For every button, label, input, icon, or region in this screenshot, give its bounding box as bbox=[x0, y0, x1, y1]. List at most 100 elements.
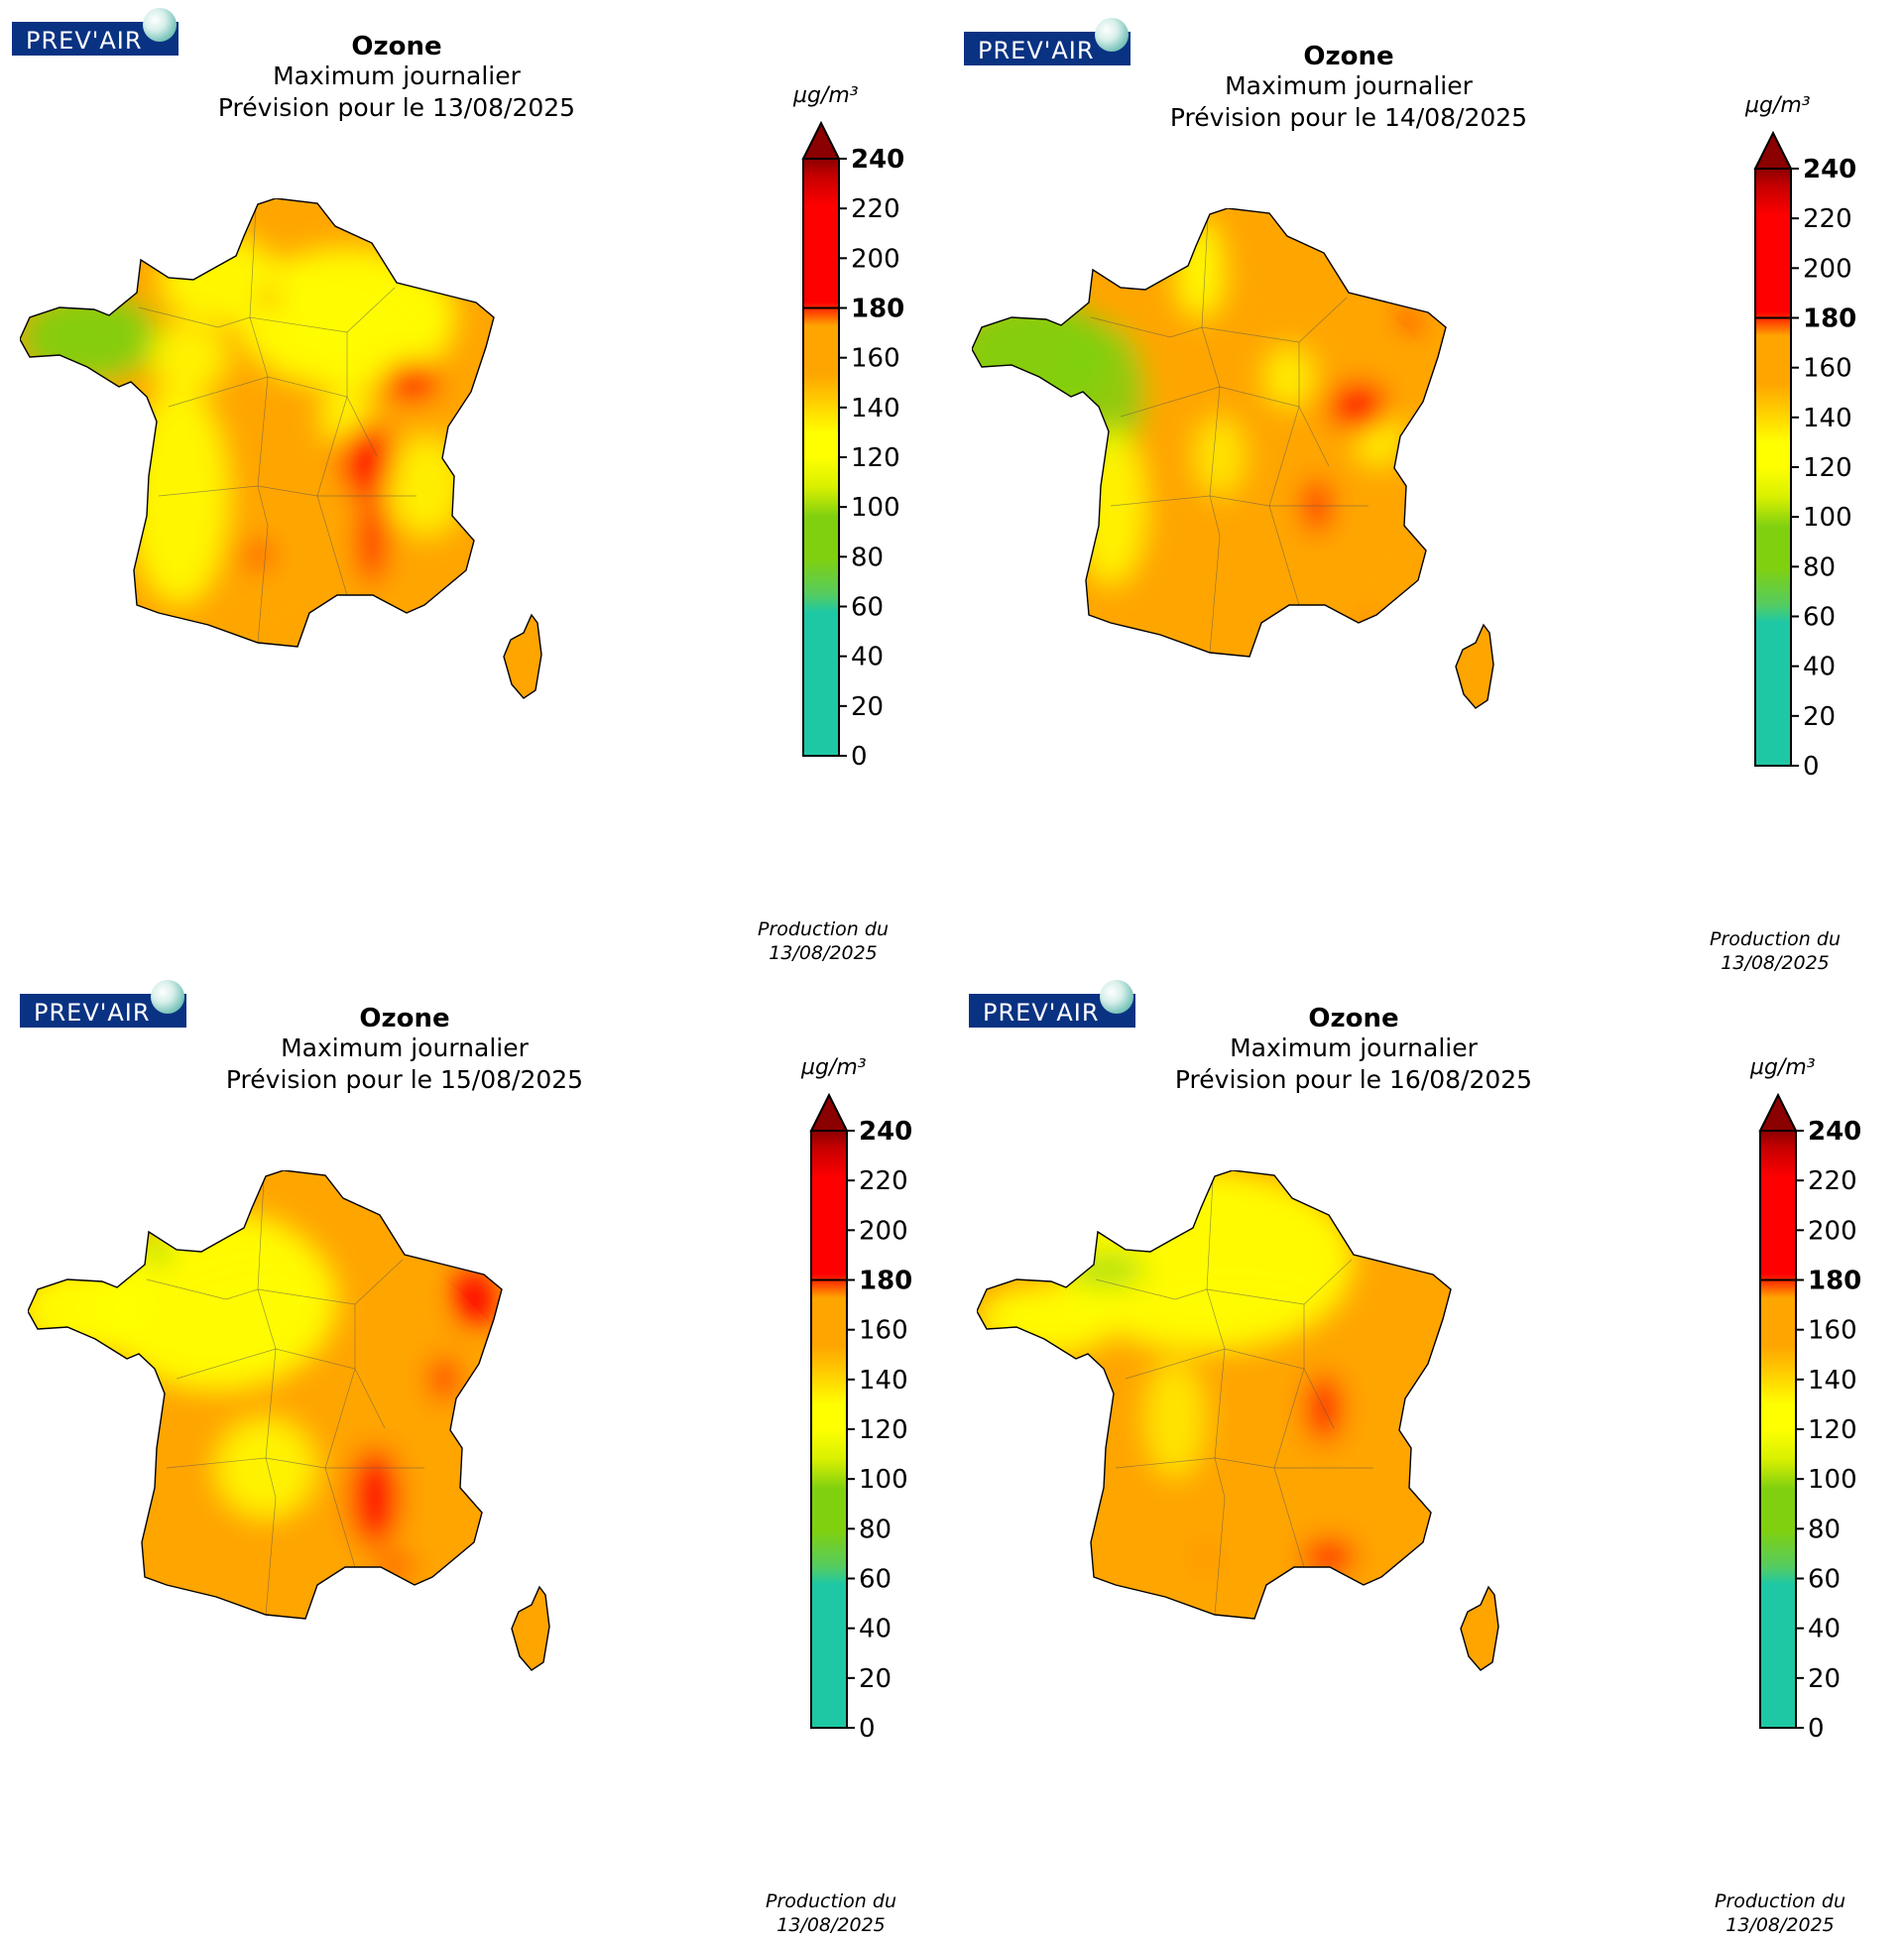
map-subtitle: Maximum journalier bbox=[1225, 71, 1473, 100]
colorbar-unit: µg/m³ bbox=[1750, 1055, 1816, 1080]
colorbar-tick-label: 0 bbox=[1803, 752, 1820, 782]
colorbar-tick-label: 20 bbox=[859, 1664, 892, 1694]
colorbar-tick-label: 160 bbox=[851, 344, 900, 374]
globe-icon bbox=[1095, 18, 1129, 52]
corsica-outline bbox=[1455, 623, 1494, 709]
ozone-area bbox=[1056, 322, 1145, 461]
colorbar-tick-label: 160 bbox=[1808, 1316, 1857, 1346]
colorbar-tick-label: 0 bbox=[1808, 1714, 1825, 1744]
colorbar-tick-label: 0 bbox=[851, 742, 868, 772]
map-title: Ozone bbox=[1308, 1004, 1399, 1033]
map-title: Ozone bbox=[1303, 42, 1394, 71]
colorbar-tick-label: 40 bbox=[851, 643, 884, 672]
colorbar-tick-label: 200 bbox=[859, 1216, 908, 1246]
forecast-date: Prévision pour le 13/08/2025 bbox=[217, 93, 576, 122]
colorbar-tick-label: 220 bbox=[851, 194, 900, 224]
colorbar-tick-label: 80 bbox=[859, 1515, 892, 1544]
map-subtitle: Maximum journalier bbox=[1230, 1033, 1478, 1062]
colorbar-tick-label: 180 bbox=[851, 295, 904, 324]
ozone-area bbox=[358, 496, 386, 585]
map-subtitle: Maximum journalier bbox=[273, 61, 521, 90]
france-outline bbox=[977, 1170, 1452, 1620]
france-ozone-map bbox=[977, 1170, 1499, 1671]
colorbar-tick-label: 220 bbox=[1803, 204, 1852, 234]
colorbar-tick-label: 200 bbox=[1808, 1216, 1857, 1246]
production-note: Production du 13/08/2025 bbox=[766, 1890, 896, 1936]
colorbar-tick-label: 140 bbox=[851, 394, 900, 424]
colorbar-tick-label: 40 bbox=[1803, 653, 1836, 682]
ozone-area bbox=[129, 387, 228, 605]
ozone-area bbox=[341, 424, 393, 499]
ozone-area bbox=[149, 322, 228, 392]
map-panel-3: PREV'AIR Ozone Maximum journalier Prévis… bbox=[8, 972, 960, 1944]
colorbar: 0 20 40 60 80 100 120 140 160 180 200 220 240 bbox=[801, 121, 904, 772]
colorbar-tick-label: 60 bbox=[859, 1565, 892, 1595]
colorbar-tick-label: 240 bbox=[1803, 155, 1856, 184]
ozone-area bbox=[1264, 347, 1314, 407]
prevair-logo: PREV'AIR bbox=[964, 18, 1130, 65]
colorbar-tick-label: 140 bbox=[1808, 1366, 1857, 1396]
colorbar-tick-label: 100 bbox=[859, 1465, 908, 1495]
colorbar-tick-label: 100 bbox=[1803, 503, 1852, 533]
ozone-area bbox=[384, 362, 439, 402]
corsica-outline bbox=[511, 1585, 550, 1671]
colorbar: 0 20 40 60 80 100 120 140 160 180 200 220 240 bbox=[1758, 1093, 1861, 1744]
prevair-logo: PREV'AIR bbox=[12, 8, 178, 56]
ozone-area bbox=[1175, 218, 1225, 317]
ozone-area bbox=[1303, 1539, 1355, 1575]
colorbar-tick-label: 120 bbox=[1808, 1415, 1857, 1445]
colorbar-tick-label: 40 bbox=[859, 1615, 892, 1644]
colorbar-tick-label: 240 bbox=[1808, 1117, 1861, 1147]
france-ozone-map bbox=[20, 198, 542, 699]
colorbar-tick-label: 80 bbox=[1808, 1515, 1841, 1544]
ozone-area bbox=[216, 1418, 315, 1518]
ozone-area bbox=[145, 1235, 169, 1265]
forecast-date: Prévision pour le 16/08/2025 bbox=[1174, 1065, 1533, 1094]
france-outline bbox=[28, 1170, 503, 1620]
colorbar-tick-label: 220 bbox=[1808, 1166, 1857, 1196]
colorbar-tick-label: 200 bbox=[1803, 254, 1852, 284]
map-title: Ozone bbox=[351, 32, 442, 61]
corsica-outline bbox=[1460, 1585, 1499, 1671]
colorbar-tick-label: 220 bbox=[859, 1166, 908, 1196]
prevair-logo: PREV'AIR bbox=[969, 980, 1135, 1028]
colorbar-unit: µg/m³ bbox=[801, 1055, 867, 1080]
colorbar-tick-label: 160 bbox=[1803, 354, 1852, 384]
production-note: Production du 13/08/2025 bbox=[758, 918, 889, 964]
colorbar-tick-label: 180 bbox=[859, 1267, 912, 1296]
map-subtitle: Maximum journalier bbox=[281, 1033, 529, 1062]
colorbar-tick-label: 100 bbox=[1808, 1465, 1857, 1495]
corsica-outline bbox=[503, 613, 542, 699]
colorbar-tick-label: 120 bbox=[851, 443, 900, 473]
colorbar-tick-label: 180 bbox=[1808, 1267, 1861, 1296]
colorbar-tick-label: 140 bbox=[859, 1366, 908, 1396]
france-outline bbox=[972, 208, 1447, 658]
colorbar-tick-label: 100 bbox=[851, 493, 900, 523]
ozone-area bbox=[1195, 417, 1245, 496]
forecast-date: Prévision pour le 15/08/2025 bbox=[225, 1065, 584, 1094]
colorbar-tick-label: 60 bbox=[1808, 1565, 1841, 1595]
map-panel-1: PREV'AIR Ozone Maximum journalier Prévis… bbox=[0, 0, 952, 972]
france-ozone-map bbox=[972, 208, 1494, 709]
colorbar-tick-label: 140 bbox=[1803, 404, 1852, 433]
colorbar-tick-label: 80 bbox=[1803, 552, 1836, 582]
colorbar-tick-label: 20 bbox=[851, 692, 884, 722]
colorbar-tick-label: 60 bbox=[851, 593, 884, 623]
colorbar-unit: µg/m³ bbox=[793, 83, 859, 108]
colorbar-tick-label: 180 bbox=[1803, 304, 1856, 334]
colorbar: 0 20 40 60 80 100 120 140 160 180 200 220 240 bbox=[809, 1093, 912, 1744]
ozone-area bbox=[977, 1284, 1116, 1354]
ozone-area bbox=[1329, 382, 1388, 431]
colorbar-tick-label: 80 bbox=[851, 543, 884, 572]
ozone-area bbox=[430, 1357, 458, 1400]
colorbar-tick-label: 20 bbox=[1803, 702, 1836, 732]
colorbar-unit: µg/m³ bbox=[1745, 93, 1811, 118]
ozone-area bbox=[1362, 617, 1375, 633]
colorbar: 0 20 40 60 80 100 120 140 160 180 200 220 240 bbox=[1753, 131, 1856, 782]
colorbar-tick-label: 60 bbox=[1803, 603, 1836, 633]
production-note: Production du 13/08/2025 bbox=[1710, 928, 1841, 974]
colorbar-tick-label: 240 bbox=[851, 145, 904, 175]
ozone-area bbox=[1200, 1551, 1210, 1563]
ozone-area bbox=[350, 1448, 400, 1547]
map-panel-2: PREV'AIR Ozone Maximum journalier Prévis… bbox=[952, 10, 1904, 982]
